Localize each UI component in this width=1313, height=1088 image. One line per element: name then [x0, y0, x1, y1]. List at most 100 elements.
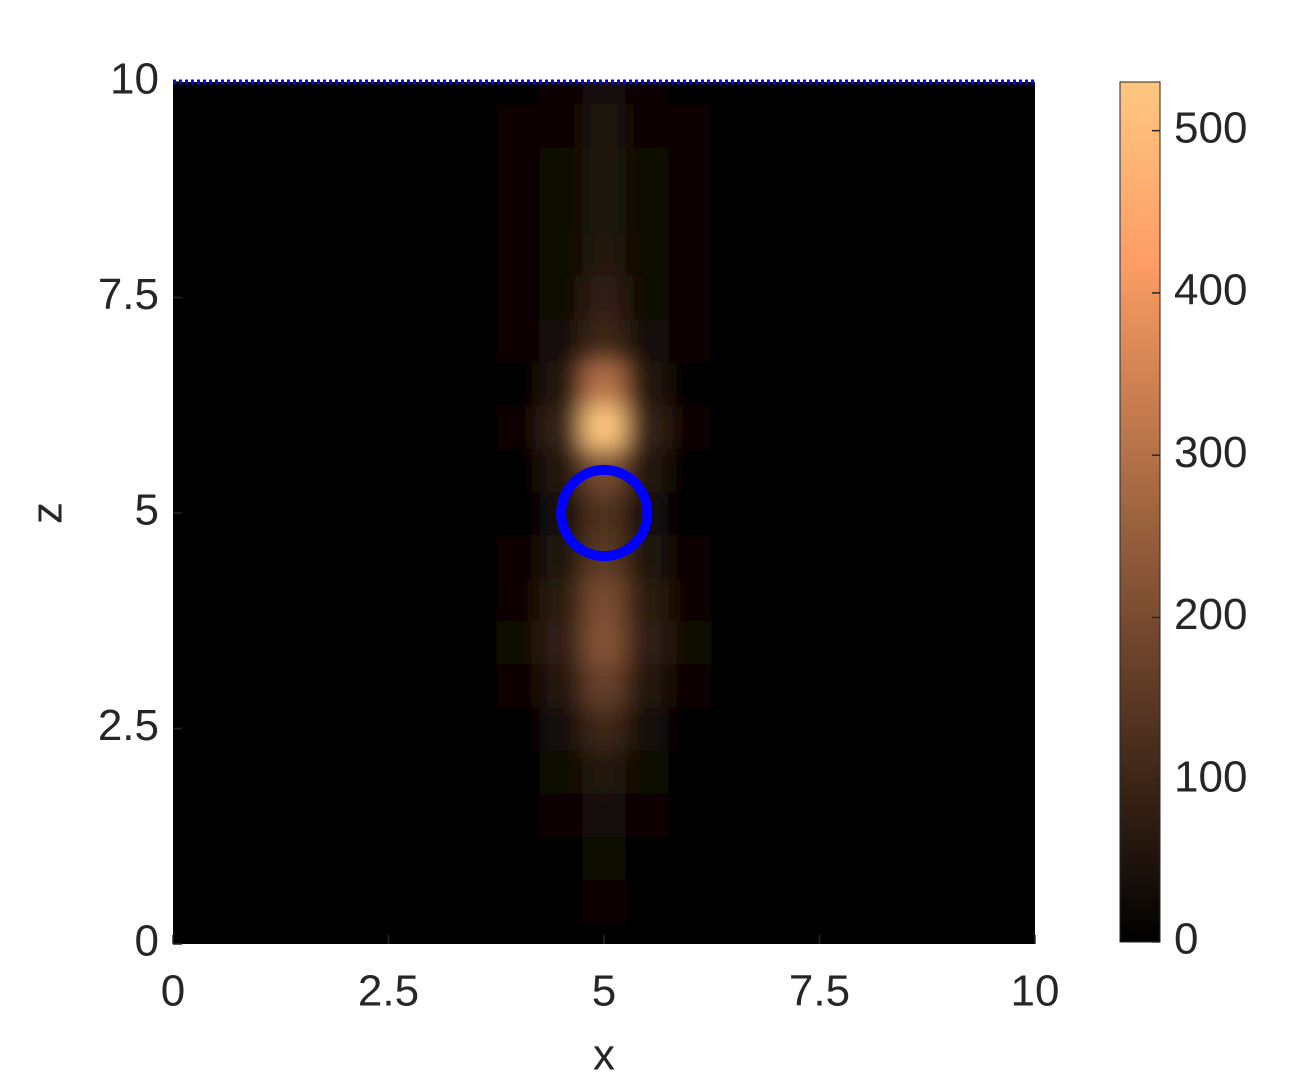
heatmap-cell [173, 319, 196, 363]
heatmap-cell [668, 706, 713, 751]
heatmap-cell [280, 405, 325, 449]
heatmap-cell [280, 82, 325, 105]
heatmap-cell [841, 146, 885, 191]
heatmap-cell [194, 750, 239, 794]
heatmap-cell [582, 103, 627, 148]
heatmap-cell [496, 82, 540, 105]
heatmap-cell [237, 577, 282, 622]
heatmap-cell [711, 879, 756, 923]
x-tick-label: 2.5 [358, 967, 419, 1016]
heatmap-cell [841, 750, 885, 794]
heatmap-cell [927, 577, 971, 622]
heatmap-cell [970, 82, 1014, 105]
heatmap-cell [194, 232, 239, 277]
heatmap-cell [496, 275, 540, 320]
heatmap-cell [970, 362, 1014, 406]
heatmap-cell [237, 232, 282, 277]
heatmap-cell [970, 577, 1014, 622]
heatmap-cell [582, 189, 627, 234]
heatmap-cell [970, 793, 1014, 837]
heatmap-cell [539, 319, 583, 363]
heatmap-cell [711, 620, 756, 665]
heatmap-cell [797, 405, 842, 449]
heatmap-cell [323, 922, 368, 944]
heatmap-cell [237, 103, 282, 148]
heatmap-cell [539, 103, 583, 148]
heatmap-cell [323, 146, 368, 191]
heatmap-cell [323, 836, 368, 880]
heatmap-cell [323, 448, 368, 492]
x-axis-label: x [593, 1031, 615, 1080]
heatmap-cell [237, 836, 282, 880]
heatmap-cell [625, 750, 670, 794]
heatmap-cell [754, 750, 799, 794]
heatmap-cell [668, 534, 713, 579]
heatmap-cell [797, 232, 842, 277]
heatmap-cell [280, 491, 325, 536]
heatmap-cell [410, 189, 454, 234]
heatmap-cell [841, 922, 885, 944]
heatmap-cell [366, 319, 411, 363]
heatmap-cell [582, 319, 627, 363]
heatmap-cell [1013, 534, 1035, 579]
heatmap-cell [496, 577, 540, 622]
heatmap-cell [797, 577, 842, 622]
heatmap-cell [453, 189, 497, 234]
heatmap-cell [323, 405, 368, 449]
heatmap-cell [280, 577, 325, 622]
heatmap-cell [410, 793, 454, 837]
heatmap-cell [1013, 82, 1035, 105]
heatmap-cell [582, 663, 627, 708]
heatmap-cell [1013, 405, 1035, 449]
heatmap-cell [1013, 577, 1035, 622]
heatmap-cell [453, 793, 497, 837]
heatmap-cell [496, 232, 540, 277]
heatmap-cell [453, 879, 497, 923]
heatmap-cell [194, 448, 239, 492]
heatmap-cell [539, 232, 583, 277]
heatmap-cell [237, 319, 282, 363]
heatmap-cell [841, 620, 885, 665]
heatmap-cell [1013, 362, 1035, 406]
heatmap-cell [884, 879, 928, 923]
heatmap-cell [711, 706, 756, 751]
heatmap-cell [280, 879, 325, 923]
heatmap-cell [280, 232, 325, 277]
heatmap-cell [970, 620, 1014, 665]
heatmap-cell [539, 620, 583, 665]
heatmap-cell [754, 663, 799, 708]
heatmap-cell [237, 793, 282, 837]
heatmap-cell [754, 189, 799, 234]
heatmap-cell [797, 275, 842, 320]
heatmap-cell [884, 663, 928, 708]
heatmap-cell [280, 922, 325, 944]
heatmap-cell [366, 836, 411, 880]
heatmap-cell [453, 620, 497, 665]
heatmap-cell [754, 577, 799, 622]
y-tick-label: 2.5 [98, 701, 159, 750]
heatmap-cell [970, 922, 1014, 944]
heatmap-cell [280, 663, 325, 708]
heatmap-cell [841, 319, 885, 363]
heatmap-cell [173, 836, 196, 880]
heatmap-cell [582, 146, 627, 191]
heatmap-cell [323, 620, 368, 665]
colorbar-tick-label: 200 [1174, 590, 1247, 639]
heatmap-cell [1013, 232, 1035, 277]
heatmap-cell [194, 319, 239, 363]
heatmap-cell [453, 663, 497, 708]
heatmap-cell [539, 836, 583, 880]
heatmap-cell [797, 319, 842, 363]
heatmap-cell [711, 275, 756, 320]
heatmap-cell [970, 189, 1014, 234]
heatmap-cell [323, 663, 368, 708]
heatmap-cell [280, 534, 325, 579]
heatmap-cell [323, 706, 368, 751]
heatmap-cell [884, 620, 928, 665]
heatmap-cell [453, 103, 497, 148]
heatmap-cell [496, 448, 540, 492]
heatmap-cell [194, 836, 239, 880]
heatmap-cell [453, 922, 497, 944]
heatmap-cell [841, 189, 885, 234]
heatmap-cell [539, 663, 583, 708]
